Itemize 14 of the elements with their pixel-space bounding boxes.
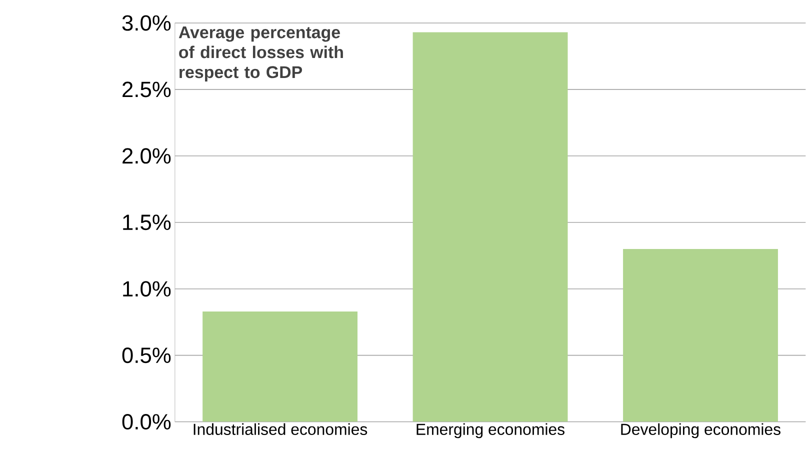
bar [412, 32, 568, 422]
y-tick-label: 2.5% [122, 82, 171, 98]
x-tick-label: Developing economies [621, 423, 780, 438]
y-tick-label: 3.0% [122, 15, 171, 31]
x-tick-label: Emerging economies [416, 423, 564, 438]
y-tick-label: 1.5% [123, 214, 171, 230]
y-tick-label: 1.0% [123, 281, 171, 297]
y-tick-label: 2.0% [122, 148, 171, 164]
y-tick-label: 0.5% [122, 348, 171, 364]
x-tick-label: Industrialised economies [194, 423, 368, 436]
bar [623, 249, 778, 422]
bar [202, 312, 358, 422]
text: Average percentage of direct losses with respect to GDP [178, 26, 343, 82]
y-tick-label: 0.0% [122, 414, 171, 430]
